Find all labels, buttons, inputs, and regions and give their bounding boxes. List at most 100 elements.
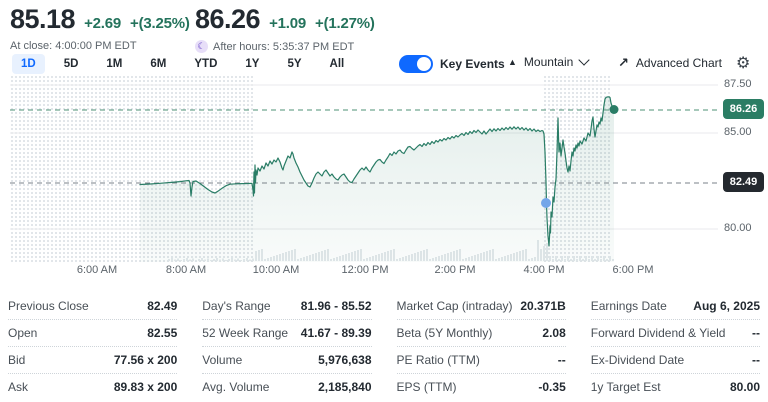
- stat-value: 41.67 - 89.39: [300, 326, 372, 340]
- stat-row: Earnings Date Aug 6, 2025: [590, 293, 760, 320]
- stat-label: Ex-Dividend Date: [590, 353, 685, 367]
- x-axis-label: 2:00 PM: [434, 264, 476, 276]
- stat-label: Bid: [8, 353, 26, 367]
- stats-grid: Previous Close 82.49 Open 82.55 Bid 77.56 x 2…: [0, 293, 768, 400]
- range-tab-5y[interactable]: 5Y: [278, 54, 310, 74]
- stat-row: Open 82.55: [8, 320, 178, 347]
- stat-value: 81.96 - 85.52: [300, 299, 372, 313]
- area-fill: [140, 96, 614, 262]
- stat-value: 80.00: [729, 380, 760, 394]
- stat-value: 2,185,840: [318, 380, 372, 394]
- stat-value: 20.371B: [520, 299, 566, 313]
- stat-value: --: [752, 353, 760, 367]
- stat-value: 82.55: [147, 326, 178, 340]
- stat-label: EPS (TTM): [396, 380, 457, 394]
- price-chart: [10, 84, 718, 262]
- at-close-time: At close: 4:00:00 PM EDT: [10, 40, 137, 52]
- close-change-pct: +(3.25%): [130, 15, 190, 32]
- stat-label: Previous Close: [8, 299, 89, 313]
- stat-row: PE Ratio (TTM) --: [396, 347, 566, 374]
- stat-column: Day's Range 81.96 - 85.52 52 Week Range 41.…: [202, 293, 372, 400]
- stat-label: Beta (5Y Monthly): [396, 326, 493, 340]
- gear-icon[interactable]: ⚙: [736, 55, 751, 72]
- x-axis-label: 4:00 PM: [523, 264, 565, 276]
- stat-row: Bid 77.56 x 200: [8, 347, 178, 374]
- after-hours-price: 86.26: [195, 4, 261, 34]
- last-price-dot: [609, 105, 619, 114]
- after-hours-change-pct: +(1.27%): [315, 15, 375, 32]
- range-tab-ytd[interactable]: YTD: [185, 54, 226, 74]
- stat-label: Avg. Volume: [202, 380, 270, 394]
- stat-label: Forward Dividend & Yield: [590, 326, 726, 340]
- stat-value: 89.83 x 200: [113, 380, 178, 394]
- after-hours-change: +1.09: [269, 15, 307, 32]
- stat-row: 52 Week Range 41.67 - 89.39: [202, 320, 372, 347]
- stat-column: Previous Close 82.49 Open 82.55 Bid 77.56 x 2…: [8, 293, 178, 400]
- key-events-label: Key Events: [440, 57, 505, 71]
- stat-column: Earnings Date Aug 6, 2025 Forward Dividend…: [590, 293, 760, 400]
- stat-label: Ask: [8, 380, 29, 394]
- x-axis-label: 6:00 PM: [612, 264, 654, 276]
- stat-label: 52 Week Range: [202, 326, 289, 340]
- key-events-control: Key Events: [399, 55, 505, 73]
- after-hours-quote: 86.26 +1.09 +(1.27%) ☾ After hours: 5:35…: [195, 4, 375, 53]
- x-axis-label: 10:00 AM: [252, 264, 300, 276]
- x-axis-label: 12:00 PM: [341, 264, 389, 276]
- chart-type-dropdown[interactable]: ▲ Mountain: [508, 54, 590, 69]
- stat-label: Open: [8, 326, 38, 340]
- price-line: [139, 96, 615, 247]
- stat-row: Market Cap (intraday) 20.371B: [396, 293, 566, 320]
- stat-value: 2.08: [542, 326, 566, 340]
- stat-value: --: [752, 326, 760, 340]
- after-hours-price-badge: 86.26: [723, 99, 764, 119]
- at-close-quote: 85.18 +2.69 +(3.25%) At close: 4:00:00 P…: [10, 4, 190, 52]
- moon-icon: ☾: [195, 40, 208, 53]
- stat-row: Forward Dividend & Yield --: [590, 320, 760, 347]
- key-events-toggle[interactable]: [399, 55, 433, 73]
- stat-label: Market Cap (intraday): [396, 299, 513, 313]
- stat-label: Volume: [202, 353, 243, 367]
- chevron-down-icon: [578, 54, 590, 66]
- close-price: 85.18: [10, 4, 76, 34]
- chart-toolbar: 1D 5D 1M 6M YTD 1Y 5Y All Key Events ▲ Mountain…: [0, 52, 768, 76]
- stat-value: 77.56 x 200: [113, 353, 178, 367]
- after-hours-time: After hours: 5:35:37 PM EDT: [213, 40, 355, 53]
- stat-row: Ex-Dividend Date --: [590, 347, 760, 374]
- expand-arrow-icon: ↗: [618, 55, 629, 70]
- range-tab-all[interactable]: All: [321, 54, 354, 74]
- y-axis-label: 80.00: [724, 222, 752, 234]
- stat-row: Day's Range 81.96 - 85.52: [202, 293, 372, 320]
- stat-column: Market Cap (intraday) 20.371B Beta (5Y Mon…: [396, 293, 566, 400]
- stat-row: Beta (5Y Monthly) 2.08: [396, 320, 566, 347]
- key-event-dot[interactable]: [541, 198, 551, 208]
- range-tab-1m[interactable]: 1M: [97, 54, 131, 74]
- stat-value: --: [557, 353, 566, 367]
- stat-label: 1y Target Est: [590, 380, 661, 394]
- advanced-chart-label: Advanced Chart: [635, 56, 722, 70]
- stat-value: 5,976,638: [318, 353, 372, 367]
- stat-row: EPS (TTM) -0.35: [397, 374, 566, 400]
- range-tabs: 1D 5D 1M 6M YTD 1Y 5Y All: [12, 54, 353, 74]
- stat-row: Avg. Volume 2,185,840: [202, 374, 371, 400]
- toggle-knob: [417, 57, 431, 71]
- range-tab-1d[interactable]: 1D: [12, 54, 45, 74]
- advanced-chart-button[interactable]: ↗ Advanced Chart: [618, 55, 722, 71]
- stat-row: Volume 5,976,638: [202, 347, 372, 374]
- mountain-icon: ▲: [508, 56, 517, 67]
- stat-label: Day's Range: [202, 299, 271, 313]
- stat-label: PE Ratio (TTM): [396, 353, 480, 367]
- range-tab-1y[interactable]: 1Y: [236, 54, 268, 74]
- chart-area[interactable]: 87.50 86.26 85.00 82.49 80.00 6:00 AM 8:00 AM 1…: [0, 75, 768, 287]
- previous-close-badge: 82.49: [723, 172, 764, 192]
- stat-value: -0.35: [538, 380, 566, 394]
- close-change: +2.69: [84, 15, 122, 32]
- stat-label: Earnings Date: [590, 299, 667, 313]
- stat-value: 82.49: [147, 299, 178, 313]
- stat-row: 1y Target Est 80.00: [591, 374, 760, 400]
- range-tab-6m[interactable]: 6M: [141, 54, 175, 74]
- stat-value: Aug 6, 2025: [693, 299, 760, 313]
- chart-type-label: Mountain: [523, 55, 574, 69]
- x-axis-label: 6:00 AM: [76, 264, 118, 276]
- range-tab-5d[interactable]: 5D: [55, 54, 88, 74]
